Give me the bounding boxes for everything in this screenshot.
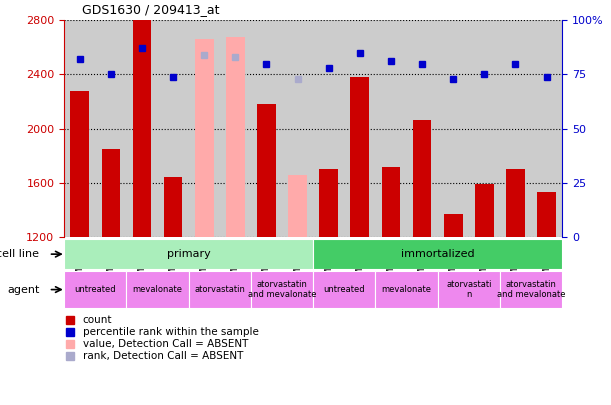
Text: mevalonate: mevalonate [133, 285, 183, 294]
Text: rank, Detection Call = ABSENT: rank, Detection Call = ABSENT [83, 351, 243, 361]
Bar [189, 271, 251, 308]
Text: value, Detection Call = ABSENT: value, Detection Call = ABSENT [83, 339, 248, 349]
Bar [313, 271, 375, 308]
Bar [164, 177, 183, 237]
Text: atorvastatin
and mevalonate: atorvastatin and mevalonate [248, 280, 316, 299]
Bar [251, 271, 313, 308]
Bar [226, 36, 244, 237]
Bar [126, 271, 189, 308]
Bar [288, 175, 307, 237]
Bar [195, 39, 214, 237]
Text: mevalonate: mevalonate [381, 285, 431, 294]
Text: atorvastatin
and mevalonate: atorvastatin and mevalonate [497, 280, 565, 299]
Bar [101, 149, 120, 237]
Bar [382, 166, 400, 237]
Bar [375, 271, 437, 308]
Bar [444, 214, 463, 237]
Bar [257, 104, 276, 237]
Bar [500, 271, 562, 308]
Bar [413, 120, 431, 237]
Bar [70, 91, 89, 237]
Bar [475, 184, 494, 237]
Bar [351, 77, 369, 237]
Text: count: count [83, 315, 112, 325]
Bar [506, 169, 525, 237]
Text: untreated: untreated [75, 285, 116, 294]
Text: untreated: untreated [323, 285, 365, 294]
Bar [64, 271, 126, 308]
Text: atorvastatin: atorvastatin [194, 285, 245, 294]
Text: percentile rank within the sample: percentile rank within the sample [83, 327, 258, 337]
Text: primary: primary [167, 249, 211, 259]
Text: GDS1630 / 209413_at: GDS1630 / 209413_at [82, 3, 220, 16]
Text: immortalized: immortalized [401, 249, 474, 259]
Bar [537, 192, 556, 237]
Text: atorvastati
n: atorvastati n [446, 280, 491, 299]
Text: cell line: cell line [0, 249, 39, 259]
Bar [133, 20, 152, 237]
Bar [320, 169, 338, 237]
Bar [64, 239, 313, 269]
Text: agent: agent [7, 285, 39, 294]
Bar [437, 271, 500, 308]
Bar [313, 239, 562, 269]
